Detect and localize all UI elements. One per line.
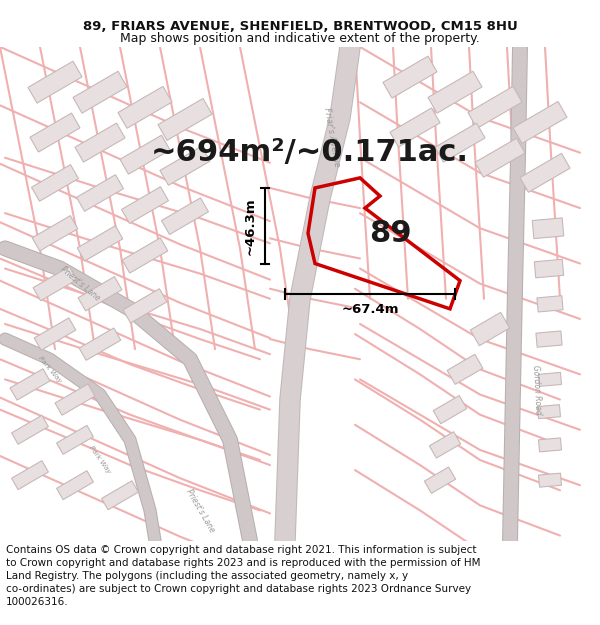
Text: ~694m²/~0.171ac.: ~694m²/~0.171ac. [151,138,469,167]
Text: Gordon Road: Gordon Road [531,364,543,414]
Polygon shape [433,396,467,424]
Polygon shape [32,216,78,251]
Polygon shape [30,113,80,152]
Polygon shape [11,415,49,444]
Polygon shape [535,259,563,278]
Polygon shape [537,296,563,312]
Polygon shape [122,187,169,223]
Polygon shape [468,86,522,128]
Polygon shape [513,101,567,143]
Polygon shape [447,354,483,384]
Polygon shape [10,369,50,400]
Polygon shape [428,71,482,113]
Polygon shape [79,328,121,361]
Text: 89: 89 [368,219,412,248]
Text: Friar's Avenue: Friar's Avenue [322,107,341,168]
Polygon shape [536,331,562,348]
Polygon shape [538,404,560,419]
Polygon shape [118,86,172,128]
Polygon shape [383,56,437,98]
Text: 89, FRIARS AVENUE, SHENFIELD, BRENTWOOD, CM15 8HU: 89, FRIARS AVENUE, SHENFIELD, BRENTWOOD,… [83,21,517,33]
Polygon shape [123,289,167,323]
Polygon shape [475,138,525,178]
Polygon shape [55,384,95,415]
Polygon shape [11,461,49,489]
Text: Map shows position and indicative extent of the property.: Map shows position and indicative extent… [120,32,480,45]
Polygon shape [424,467,455,493]
Polygon shape [33,266,77,301]
Polygon shape [160,146,210,185]
Text: Park Way: Park Way [37,355,63,384]
Polygon shape [34,318,76,350]
Polygon shape [120,135,170,174]
Text: Contains OS data © Crown copyright and database right 2021. This information is : Contains OS data © Crown copyright and d… [6,546,481,606]
Polygon shape [78,277,122,311]
Polygon shape [532,218,564,239]
Text: ~67.4m: ~67.4m [341,303,399,316]
Polygon shape [56,426,94,454]
Polygon shape [539,372,562,386]
Polygon shape [430,432,461,458]
Polygon shape [28,61,82,103]
Polygon shape [539,438,562,452]
Polygon shape [77,226,123,261]
Polygon shape [56,471,94,500]
Polygon shape [73,71,127,113]
Text: Park Way: Park Way [88,445,112,475]
Polygon shape [539,473,562,487]
Text: Priest's Lane: Priest's Lane [58,264,101,302]
Text: ~46.3m: ~46.3m [244,197,257,254]
Polygon shape [75,123,125,162]
Polygon shape [435,123,485,162]
Polygon shape [122,238,168,273]
Polygon shape [101,481,139,510]
Polygon shape [158,99,212,141]
Text: Priest's Lane: Priest's Lane [184,487,216,534]
Polygon shape [470,312,509,346]
Polygon shape [77,174,124,211]
Polygon shape [32,164,79,201]
Polygon shape [390,108,440,147]
Polygon shape [520,153,570,192]
Polygon shape [161,198,208,234]
